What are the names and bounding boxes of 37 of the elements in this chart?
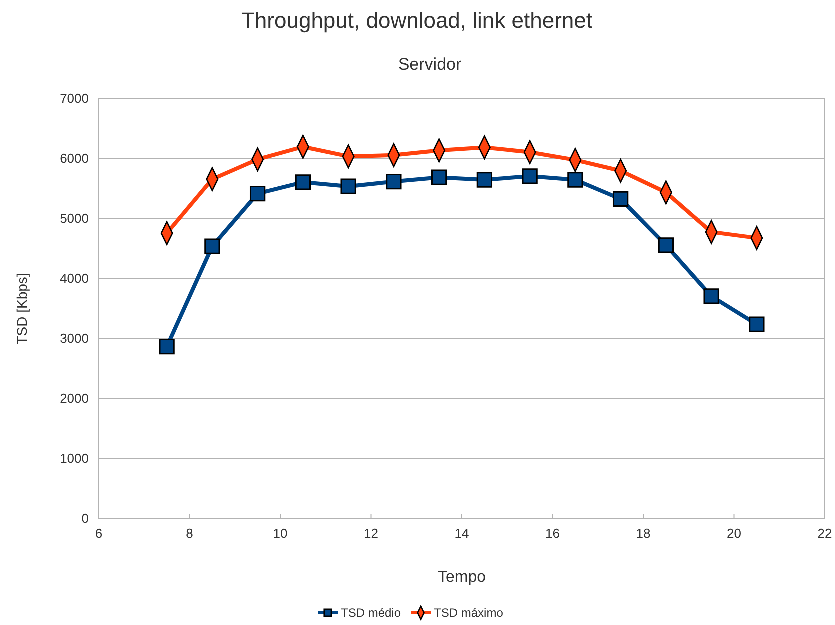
legend-label: TSD médio — [341, 606, 402, 620]
chart-title: Throughput, download, link ethernet — [241, 8, 593, 33]
x-tick-label: 10 — [273, 526, 288, 542]
y-axis-title: TSD [Kbps] — [14, 273, 30, 345]
point — [295, 174, 312, 190]
y-tick-label: 1000 — [60, 451, 89, 466]
chart-subtitle: Servidor — [398, 55, 462, 74]
legend-label: TSD máximo — [434, 606, 504, 620]
point — [386, 174, 402, 190]
point — [250, 186, 266, 202]
point — [749, 316, 765, 332]
point — [612, 191, 629, 208]
x-tick-label: 8 — [186, 526, 194, 542]
point — [476, 172, 493, 188]
x-tick-label: 22 — [818, 526, 832, 542]
x-tick-label: 20 — [727, 526, 742, 542]
x-axis-title: Tempo — [438, 569, 486, 586]
y-tick-label: 2000 — [60, 391, 89, 406]
y-tick-label: 0 — [82, 511, 89, 526]
y-tick-label: 7000 — [60, 91, 89, 106]
point — [568, 172, 584, 188]
y-tick-label: 4000 — [60, 271, 89, 286]
y-tick-label: 5000 — [60, 211, 89, 226]
y-tick-label: 6000 — [60, 151, 89, 166]
x-tick-label: 6 — [95, 526, 103, 542]
point — [522, 168, 538, 184]
y-tick-label: 3000 — [60, 331, 89, 346]
point — [658, 238, 674, 254]
x-tick-label: 14 — [454, 526, 470, 542]
x-tick-label: 16 — [546, 526, 560, 542]
x-tick-label: 18 — [636, 526, 651, 542]
point — [340, 178, 356, 194]
point — [159, 338, 175, 355]
point — [431, 170, 448, 186]
point — [204, 238, 220, 254]
x-tick-label: 12 — [364, 526, 378, 542]
point — [704, 288, 720, 304]
